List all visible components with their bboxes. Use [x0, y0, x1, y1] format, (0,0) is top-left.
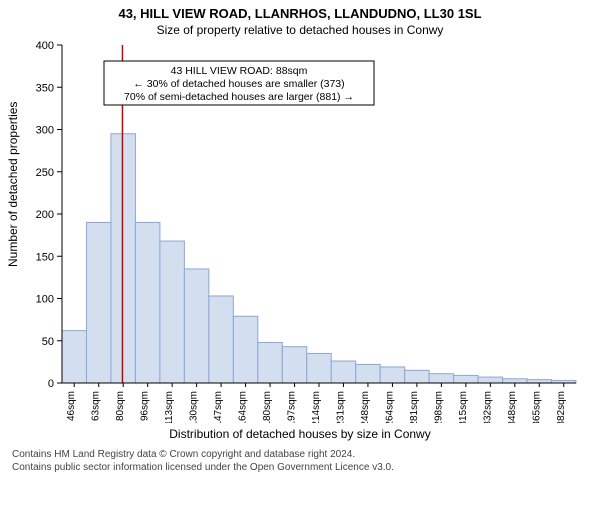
- footer-attribution: Contains HM Land Registry data © Crown c…: [12, 449, 588, 474]
- chart-title: 43, HILL VIEW ROAD, LLANRHOS, LLANDUDNO,…: [0, 6, 600, 21]
- svg-text:113sqm: 113sqm: [164, 391, 175, 423]
- svg-text:43 HILL VIEW ROAD: 88sqm: 43 HILL VIEW ROAD: 88sqm: [171, 65, 308, 77]
- svg-text:300: 300: [36, 125, 54, 137]
- svg-text:350: 350: [36, 82, 54, 94]
- svg-text:180sqm: 180sqm: [262, 391, 273, 423]
- svg-text:70% of semi-detached houses ar: 70% of semi-detached houses are larger (…: [124, 91, 354, 103]
- svg-text:365sqm: 365sqm: [531, 391, 542, 423]
- svg-text:382sqm: 382sqm: [556, 391, 567, 423]
- svg-text:214sqm: 214sqm: [311, 391, 322, 423]
- x-axis-label: Distribution of detached houses by size …: [0, 427, 600, 441]
- chart-container: Number of detached properties 0 50 100 150 2…: [0, 37, 600, 441]
- svg-text:348sqm: 348sqm: [507, 391, 518, 423]
- svg-text:80sqm: 80sqm: [115, 391, 126, 421]
- svg-text:197sqm: 197sqm: [287, 391, 298, 423]
- chart-subtitle: Size of property relative to detached ho…: [0, 23, 600, 37]
- svg-text:150: 150: [36, 251, 54, 263]
- svg-text:164sqm: 164sqm: [238, 391, 249, 423]
- y-axis-label: Number of detached properties: [6, 102, 20, 267]
- svg-text:63sqm: 63sqm: [91, 391, 102, 421]
- svg-text:248sqm: 248sqm: [360, 391, 371, 423]
- histogram-chart: 0 50 100 150 200 250 300 350 400 46sqm 63sqm 80sqm 9…: [0, 37, 600, 423]
- svg-text:0: 0: [48, 378, 54, 390]
- svg-text:200: 200: [36, 209, 54, 221]
- svg-text:298sqm: 298sqm: [433, 391, 444, 423]
- svg-text:231sqm: 231sqm: [335, 391, 346, 423]
- svg-text:250: 250: [36, 167, 54, 179]
- svg-text:264sqm: 264sqm: [384, 391, 395, 423]
- svg-text:147sqm: 147sqm: [213, 391, 224, 423]
- svg-text:332sqm: 332sqm: [482, 391, 493, 423]
- svg-text:281sqm: 281sqm: [409, 391, 420, 423]
- svg-text:315sqm: 315sqm: [458, 391, 469, 423]
- svg-text:100: 100: [36, 294, 54, 306]
- svg-text:50: 50: [42, 336, 54, 348]
- svg-text:130sqm: 130sqm: [189, 391, 200, 423]
- svg-text:← 30% of detached houses are s: ← 30% of detached houses are smaller (37…: [133, 78, 344, 90]
- svg-text:96sqm: 96sqm: [140, 391, 151, 421]
- footer-line1: Contains HM Land Registry data © Crown c…: [12, 449, 588, 462]
- svg-text:400: 400: [36, 40, 54, 52]
- footer-line2: Contains public sector information licen…: [12, 462, 588, 475]
- svg-text:46sqm: 46sqm: [66, 391, 77, 421]
